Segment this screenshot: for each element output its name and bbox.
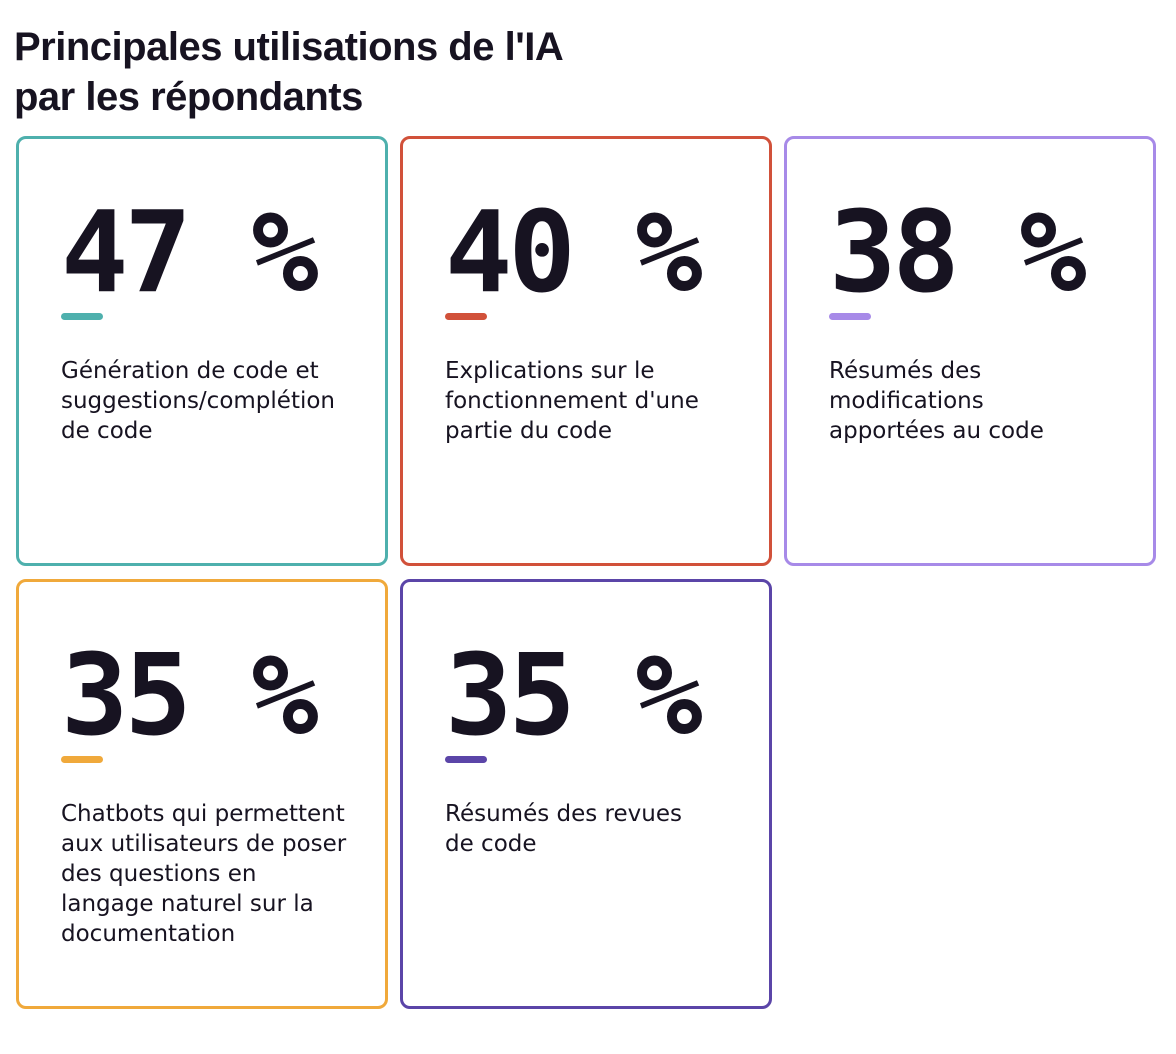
stat-value: 47 % — [61, 188, 319, 318]
stat-description-line: suggestions/complétion — [61, 388, 336, 414]
page-title: Principales utilisations de l'IA par les… — [14, 22, 714, 122]
stat-description-line: apportées au code — [829, 418, 1044, 444]
stat-description-line: Résumés des revues — [445, 801, 682, 827]
stat-card-review-summaries: 35 % Résumés des revues de code — [400, 579, 772, 1009]
stat-card-code-explanations: 40 % Explications sur le fonctionnement … — [400, 136, 772, 566]
stat-description-line: de code — [61, 418, 153, 444]
stat-description-line: Explications sur le — [445, 358, 655, 384]
accent-underline — [829, 313, 871, 320]
stat-description: Explications sur le fonctionnement d'une… — [445, 356, 745, 446]
stat-description-line: Résumés des — [829, 358, 982, 384]
stat-value: 35 % — [61, 631, 319, 761]
stat-card-code-generation: 47 % Génération de code et suggestions/c… — [16, 136, 388, 566]
accent-underline — [445, 313, 487, 320]
stat-card-change-summaries: 38 % Résumés des modifications apportées… — [784, 136, 1156, 566]
stat-description-line: documentation — [61, 921, 236, 947]
accent-underline — [61, 313, 103, 320]
stat-value: 40 % — [445, 188, 703, 318]
stat-card-grid: 47 % Génération de code et suggestions/c… — [16, 136, 1156, 1009]
stat-description-line: modifications — [829, 388, 984, 414]
accent-underline — [61, 756, 103, 763]
stat-description-line: de code — [445, 831, 537, 857]
stat-description: Résumés des modifications apportées au c… — [829, 356, 1129, 446]
stat-value: 35 % — [445, 631, 703, 761]
page-title-line-1: Principales utilisations de l'IA — [14, 25, 564, 69]
accent-underline — [445, 756, 487, 763]
stat-value: 38 % — [829, 188, 1087, 318]
stat-description: Résumés des revues de code — [445, 799, 745, 859]
stat-description-line: des questions en — [61, 861, 257, 887]
stat-description-line: Chatbots qui permettent — [61, 801, 345, 827]
page-title-line-2: par les répondants — [14, 75, 363, 119]
stat-card-documentation-chatbots: 35 % Chatbots qui permettent aux utilisa… — [16, 579, 388, 1009]
stat-description: Chatbots qui permettent aux utilisateurs… — [61, 799, 361, 949]
stat-description-line: langage naturel sur la — [61, 891, 314, 917]
stat-description-line: Génération de code et — [61, 358, 319, 384]
stat-description-line: fonctionnement d'une — [445, 388, 699, 414]
stat-description-line: partie du code — [445, 418, 612, 444]
stat-description: Génération de code et suggestions/complé… — [61, 356, 361, 446]
stat-description-line: aux utilisateurs de poser — [61, 831, 347, 857]
